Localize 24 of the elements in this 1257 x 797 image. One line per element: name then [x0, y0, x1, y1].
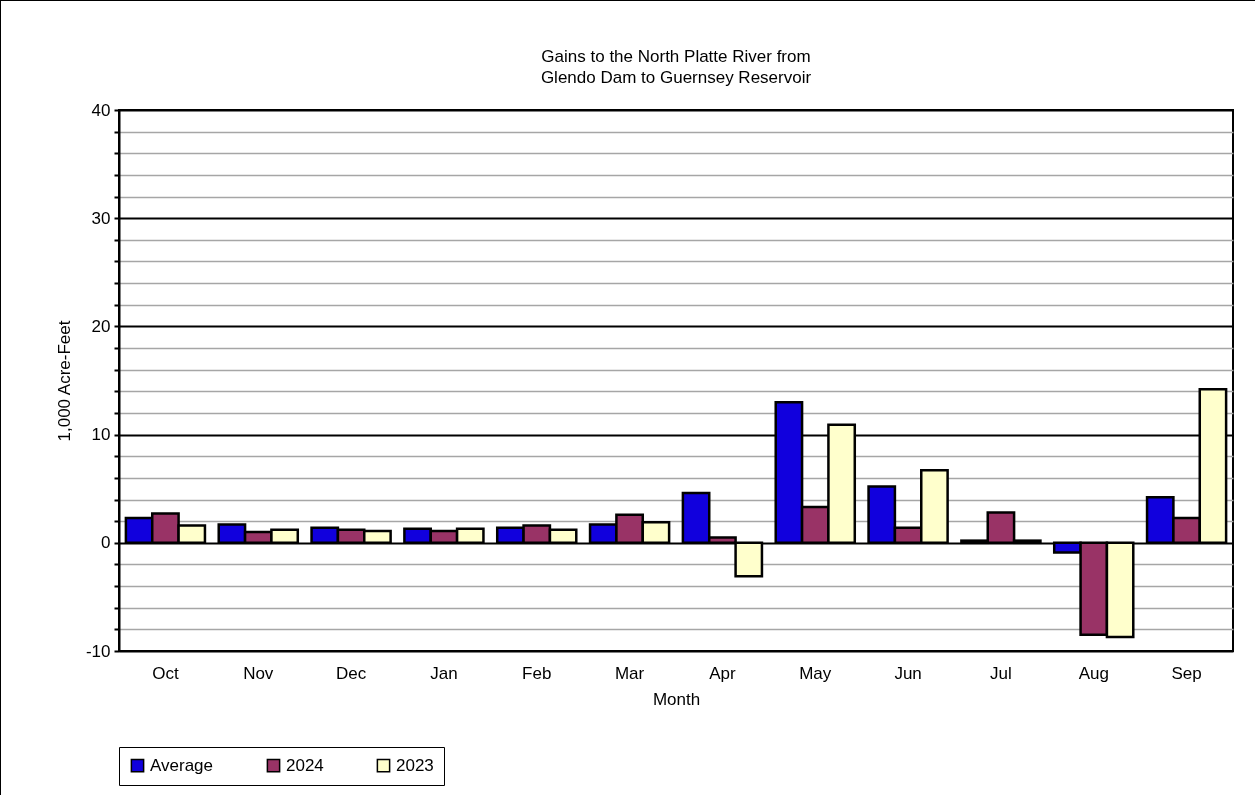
chart-title: Gains to the North Platte River from Glendo Dam to Guernsey Reservoir [540, 47, 812, 87]
x-tick-label: Nov [243, 663, 274, 683]
x-tick-label: Jan [430, 663, 458, 683]
x-tick-label: Aug [1078, 663, 1109, 683]
x-tick-label: Sep [1171, 663, 1202, 683]
x-tick-label: Dec [335, 663, 367, 683]
x-tick-label: May [799, 663, 832, 683]
x-tick-label: Jul [990, 663, 1012, 683]
x-tick-label: Jun [894, 663, 922, 683]
y-axis-title: 1,000 Acre-Feet [54, 320, 74, 442]
x-tick-label: Oct [152, 663, 179, 683]
legend-label: 2023 [396, 755, 434, 775]
x-tick-label: Mar [614, 663, 645, 683]
y-tick-label: 10 [91, 425, 111, 445]
legend-label: Average [150, 755, 214, 775]
x-axis-title: Month [652, 689, 701, 709]
y-tick-label: 30 [91, 208, 111, 228]
y-tick-label: 0 [101, 533, 111, 553]
x-tick-label: Feb [522, 663, 552, 683]
legend-label: 2024 [286, 755, 324, 775]
x-tick-label: Apr [709, 663, 736, 683]
y-tick-label: -10 [85, 641, 111, 661]
y-tick-label: 40 [91, 100, 111, 120]
y-tick-label: 20 [91, 316, 111, 336]
